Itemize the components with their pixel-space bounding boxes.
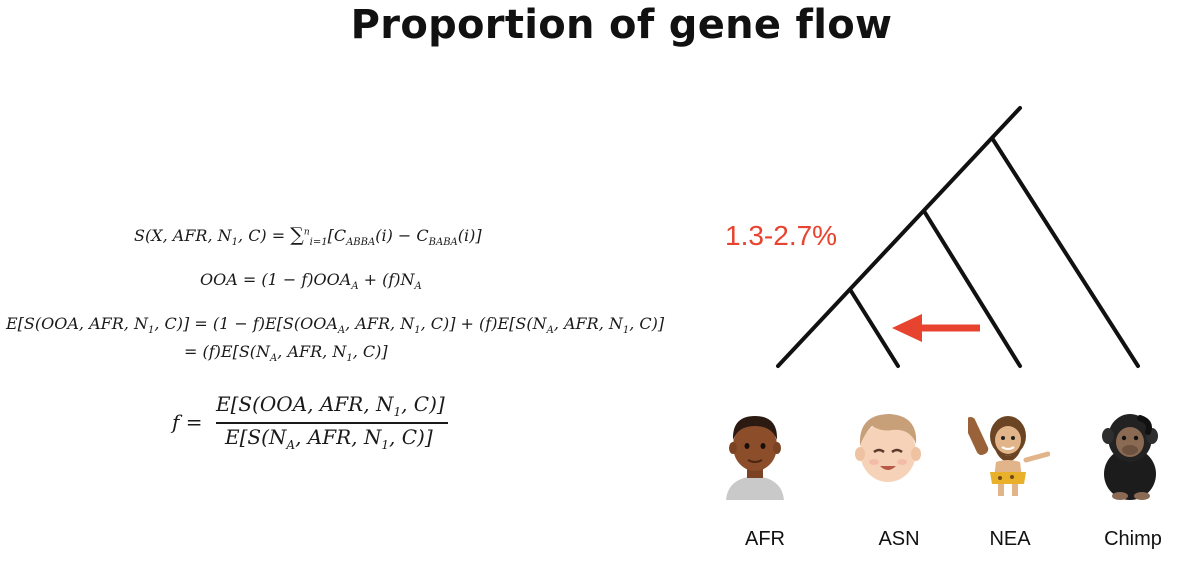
tree-branch-asn: [849, 289, 900, 368]
tree-branch-root: [776, 106, 1022, 368]
leaf-label-chimp: Chimp: [1104, 528, 1162, 550]
page-title: Proportion of gene flow: [350, 2, 893, 48]
african-person-avatar: [726, 416, 784, 500]
tree-branch-chimp: [990, 136, 1140, 368]
fraction-denominator: E[S(NA, AFR, N1, C)]: [225, 425, 433, 452]
equation-s-definition: S(X, AFR, N1, C) = ∑ni=1[CABBA(i) − CBAB…: [134, 224, 482, 249]
fraction-bar: [216, 422, 448, 424]
leaf-label-asn: ASN: [878, 528, 920, 550]
asian-person-avatar: [855, 414, 921, 482]
leaf-label-nea: NEA: [989, 528, 1031, 550]
chimpanzee-avatar: [1102, 414, 1158, 500]
leaf-label-afr: AFR: [745, 528, 785, 550]
equation-ooa-mixture: OOA = (1 − f)OOAA + (f)NA: [200, 270, 422, 293]
equation-expectation-simplified: = (f)E[S(NA, AFR, N1, C)]: [184, 342, 388, 365]
neanderthal-avatar: [968, 416, 1050, 496]
equation-expectation-expansion: E[S(OOA, AFR, N1, C)] = (1 − f)E[S(OOAA,…: [6, 314, 665, 337]
fraction-numerator: E[S(OOA, AFR, N1, C)]: [216, 392, 445, 419]
gene-flow-arrow: [892, 314, 980, 342]
gene-flow-percentage: 1.3-2.7%: [725, 220, 838, 251]
tree-branch-nea: [922, 209, 1022, 368]
arrow-head: [892, 314, 922, 342]
